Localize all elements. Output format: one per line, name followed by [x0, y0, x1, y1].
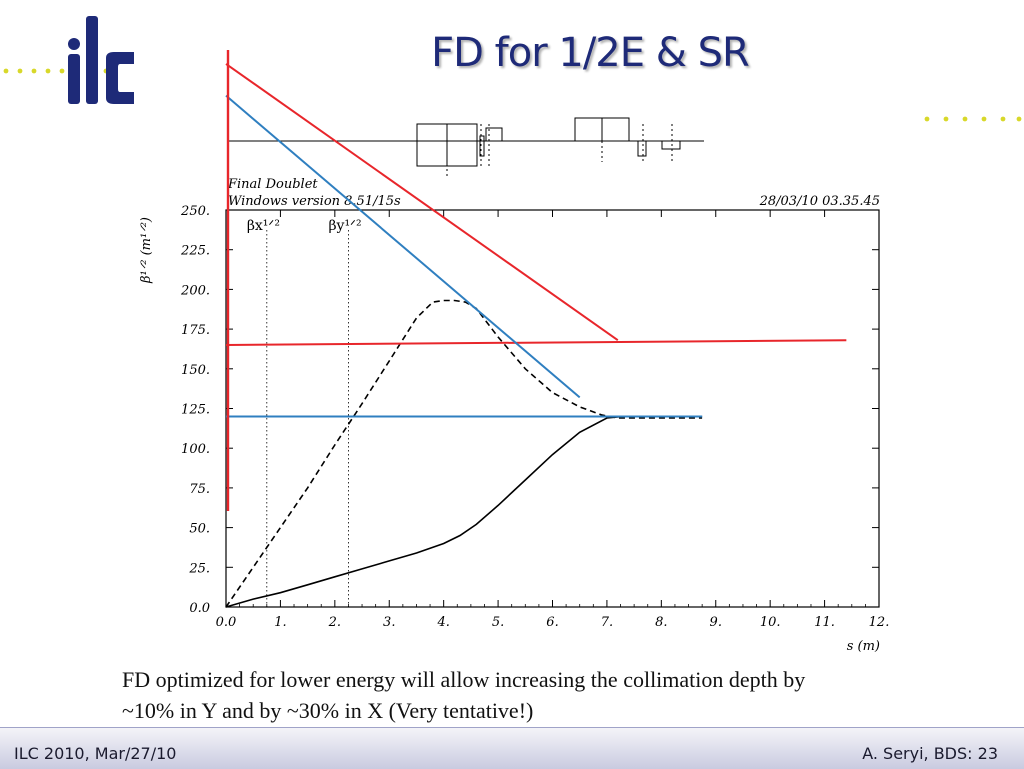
x-tick-label: 2.	[328, 615, 341, 630]
overlay-red-line	[225, 339, 847, 346]
overlay-red-line	[225, 63, 619, 342]
caption-line-1: FD optimized for lower energy will allow…	[122, 667, 806, 692]
x-tick-label: 3.	[383, 615, 395, 630]
plot-frame	[225, 209, 880, 608]
footer-conference: ILC 2010, Mar/27/10	[14, 744, 177, 763]
y-tick-label: 0.0	[189, 601, 210, 616]
y-tick-label: 175.	[181, 323, 210, 338]
overlay-blue-line	[225, 94, 581, 399]
slide-caption: FD optimized for lower energy will allow…	[122, 664, 942, 726]
beta-function-plot: Final Doublet Windows version 8.51/15s 2…	[139, 50, 889, 654]
magnet-lattice-diagram	[228, 117, 704, 176]
x-tick-label: 9.	[710, 615, 722, 630]
y-tick-label: 50.	[189, 522, 210, 537]
x-axis-label: s (m)	[847, 639, 880, 654]
footer-author-page: A. Seryi, BDS: 23	[862, 744, 998, 763]
series-line	[225, 415, 703, 608]
series-line	[225, 299, 703, 608]
y-tick-label: 150.	[181, 363, 210, 378]
marker-label: βy¹ᐟ²	[328, 218, 361, 234]
x-tick-label: 4.	[436, 615, 449, 630]
chart-header-left-1: Final Doublet	[227, 177, 318, 192]
x-tick-label: 8.	[655, 615, 667, 630]
slide-title: FD for 1/2E & SR	[431, 30, 750, 76]
x-tick-label: 11.	[814, 615, 835, 630]
y-tick-label: 75.	[189, 482, 210, 497]
y-tick-label: 100.	[181, 442, 210, 457]
ilc-logo	[62, 14, 142, 114]
x-tick-label: 5.	[492, 615, 504, 630]
y-axis-label: β¹ᐟ² (m¹ᐟ²)	[139, 217, 154, 284]
y-tick-label: 225.	[180, 244, 210, 259]
decorative-dots-right	[924, 116, 1022, 122]
y-tick-label: 250.	[180, 204, 210, 219]
marker-label: βx¹ᐟ²	[247, 218, 280, 234]
y-tick-label: 125.	[181, 403, 210, 418]
x-tick-label: 7.	[601, 615, 613, 630]
y-tick-label: 25.	[188, 561, 210, 576]
x-tick-label: 0.0	[216, 615, 237, 630]
x-tick-label: 10.	[760, 615, 781, 630]
chart-header-right: 28/03/10 03.35.45	[759, 194, 880, 209]
caption-line-2: ~10% in Y and by ~30% in X (Very tentati…	[122, 698, 534, 723]
x-tick-label: 1.	[274, 615, 286, 630]
footer-bar: ILC 2010, Mar/27/10 A. Seryi, BDS: 23	[0, 727, 1024, 769]
y-tick-label: 200.	[180, 283, 210, 298]
x-tick-label: 6.	[546, 615, 558, 630]
chart-header-left-2: Windows version 8.51/15s	[228, 194, 401, 209]
x-tick-label: 12.	[869, 615, 890, 630]
